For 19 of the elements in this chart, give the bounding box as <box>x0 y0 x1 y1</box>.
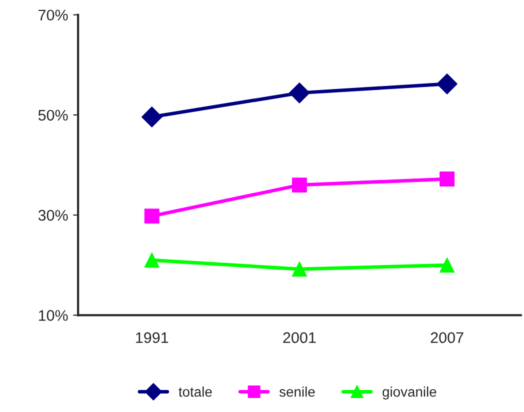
x-tick-label: 2001 <box>283 332 316 344</box>
point <box>144 252 160 268</box>
point <box>142 106 162 128</box>
point <box>144 208 160 224</box>
y-tick-label: 10% <box>38 310 68 321</box>
point <box>289 82 310 104</box>
y-tick-label: 50% <box>38 110 68 121</box>
point <box>440 172 455 186</box>
legend-label: totale <box>178 386 212 397</box>
x-tick-label: 1991 <box>136 332 168 344</box>
point <box>440 258 455 273</box>
x-tick-label: 2007 <box>430 332 464 344</box>
point <box>292 178 307 192</box>
y-tick-label: 30% <box>38 210 68 221</box>
point <box>292 262 307 277</box>
point <box>436 74 458 94</box>
legend-label: giovanile <box>382 386 436 400</box>
legend-label: senile <box>279 386 315 397</box>
y-tick-label: 70% <box>38 10 68 21</box>
